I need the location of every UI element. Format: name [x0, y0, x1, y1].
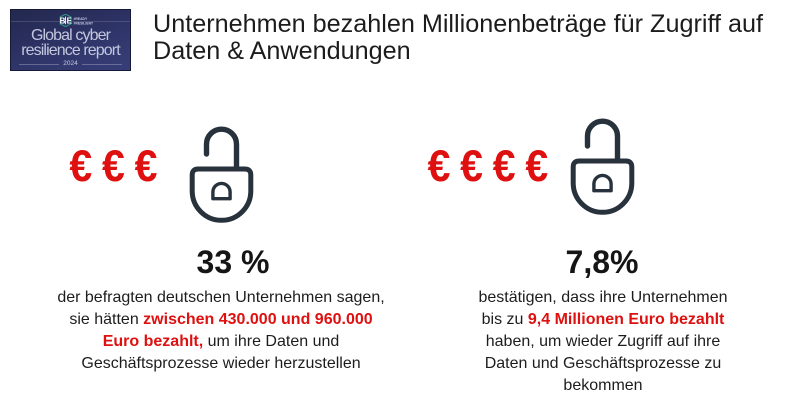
svg-text:B: B [60, 16, 66, 25]
svg-text:#READY: #READY [74, 17, 88, 21]
svg-text:#RESILIENT: #RESILIENT [74, 21, 95, 25]
svg-text:E: E [67, 16, 73, 25]
